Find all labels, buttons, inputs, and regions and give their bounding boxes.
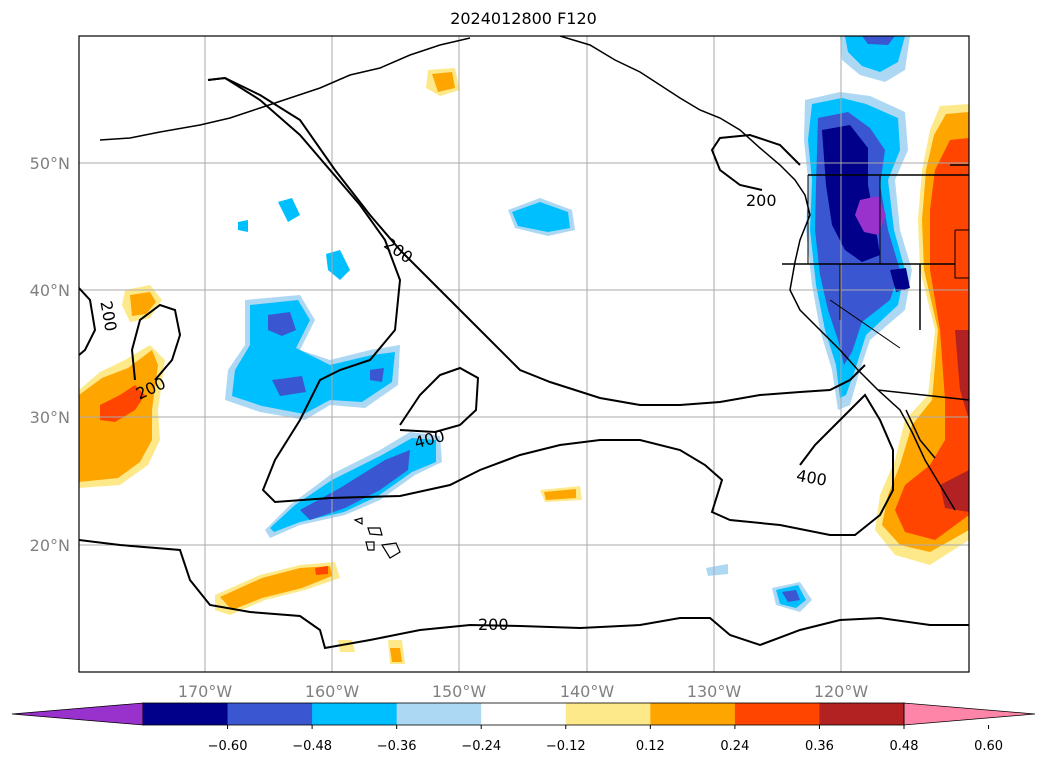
lat-labels: 50°N 40°N 30°N 20°N — [30, 154, 70, 555]
graticule — [79, 36, 969, 672]
colorbar-cell — [227, 703, 313, 725]
colorbar-cell — [312, 703, 398, 725]
lat-label: 40°N — [30, 281, 70, 300]
map-frame — [78, 35, 970, 673]
colorbar-tick-label: 0.36 — [805, 739, 834, 754]
lon-label: 160°W — [305, 682, 360, 701]
colorbar-cell — [143, 703, 229, 725]
colorbar-tick-label: 0.12 — [636, 739, 665, 754]
lon-label: 150°W — [432, 682, 487, 701]
colorbar-tick-label: 0.60 — [974, 739, 1003, 754]
lon-labels: 170°W 160°W 150°W 140°W 130°W 120°W — [178, 682, 869, 701]
colorbar-tick-label: 0.24 — [720, 739, 749, 754]
colorbar-extend-low — [11, 702, 144, 726]
lon-label: 140°W — [560, 682, 615, 701]
map-title: 2024012800 F120 — [450, 9, 597, 28]
hawaii-islands — [353, 517, 401, 559]
lat-label: 50°N — [30, 154, 70, 173]
contour-label: 200 — [478, 615, 509, 634]
colorbar-cell — [481, 703, 567, 725]
lon-label: 170°W — [178, 682, 233, 701]
colorbar-tick-label: 0.48 — [890, 739, 919, 754]
colorbar-cell — [565, 703, 651, 725]
colorbar-cell — [396, 703, 482, 725]
colorbar-tick-label: −0.36 — [377, 739, 417, 754]
plot-area: 200 200 200 400 400 200 200 — [79, 36, 969, 672]
coastlines — [99, 36, 969, 511]
lat-label: 30°N — [30, 408, 70, 427]
colorbar-extend-high — [903, 702, 1036, 726]
contour-label: 200 — [746, 191, 777, 210]
lat-label: 20°N — [30, 536, 70, 555]
lon-label: 130°W — [687, 682, 742, 701]
state-borders — [807, 175, 969, 349]
colorbar-cell — [819, 703, 905, 725]
lon-label: 120°W — [814, 682, 869, 701]
colorbar-cell — [734, 703, 820, 725]
colorbar-frame — [142, 702, 905, 726]
colorbar-tick-label: −0.60 — [208, 739, 248, 754]
shaded-field — [79, 36, 969, 664]
colorbar-cell — [650, 703, 736, 725]
colorbar-tick-label: −0.48 — [292, 739, 332, 754]
colorbar: −0.60 −0.48 −0.36 −0.24 −0.12 0.12 0.24 0.36 0.4… — [11, 702, 1036, 754]
colorbar-tick-label: −0.12 — [546, 739, 586, 754]
colorbar-tick-label: −0.24 — [461, 739, 501, 754]
contours — [79, 76, 969, 650]
